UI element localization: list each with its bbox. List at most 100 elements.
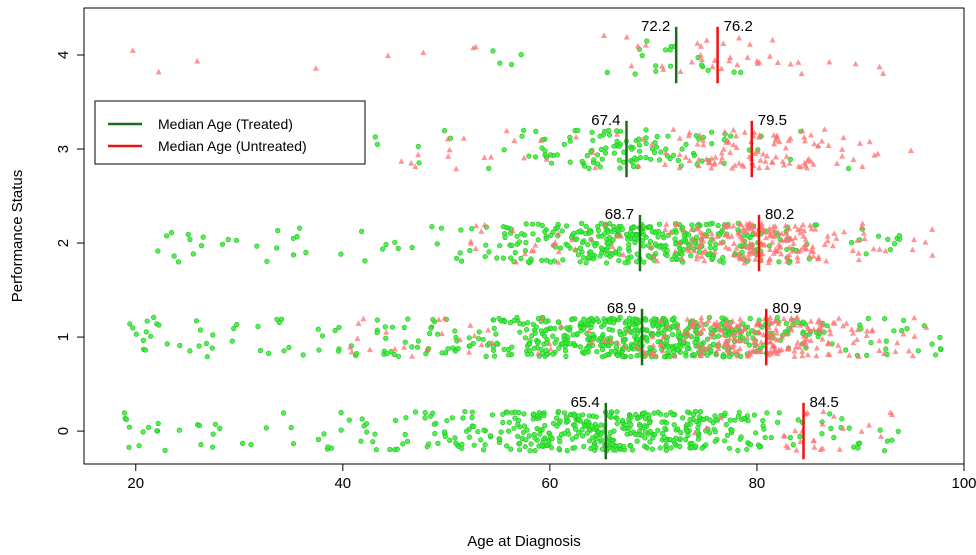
point-untreated bbox=[697, 43, 704, 49]
point-treated bbox=[705, 228, 712, 234]
point-treated bbox=[710, 255, 716, 261]
point-untreated bbox=[843, 320, 850, 326]
point-untreated bbox=[654, 257, 661, 264]
point-treated bbox=[422, 410, 428, 416]
point-treated bbox=[577, 259, 583, 265]
point-treated bbox=[248, 442, 254, 448]
point-treated bbox=[626, 416, 632, 422]
point-treated bbox=[547, 152, 554, 158]
point-treated bbox=[415, 338, 422, 344]
point-untreated bbox=[791, 321, 798, 328]
point-untreated bbox=[821, 126, 828, 132]
point-untreated bbox=[736, 160, 742, 166]
point-treated bbox=[693, 443, 699, 449]
point-untreated bbox=[929, 226, 936, 232]
point-untreated bbox=[727, 54, 734, 60]
point-treated bbox=[603, 145, 609, 151]
point-untreated bbox=[601, 337, 608, 344]
point-treated bbox=[588, 229, 594, 235]
point-untreated bbox=[696, 132, 703, 138]
point-treated bbox=[200, 234, 206, 240]
point-treated bbox=[532, 435, 538, 441]
point-untreated bbox=[696, 244, 703, 250]
point-untreated bbox=[366, 346, 373, 353]
point-untreated bbox=[697, 239, 704, 246]
point-treated bbox=[601, 322, 607, 328]
point-treated bbox=[136, 443, 142, 449]
point-treated bbox=[583, 346, 589, 352]
point-untreated bbox=[718, 327, 725, 333]
point-treated bbox=[600, 332, 606, 338]
point-untreated bbox=[635, 162, 642, 169]
point-untreated bbox=[701, 257, 708, 264]
point-untreated bbox=[758, 348, 765, 354]
point-treated bbox=[915, 348, 921, 354]
point-treated bbox=[698, 62, 705, 68]
point-treated bbox=[655, 234, 661, 240]
point-treated bbox=[409, 244, 415, 251]
point-treated bbox=[130, 325, 136, 331]
point-untreated bbox=[703, 37, 710, 43]
point-untreated bbox=[739, 235, 746, 242]
point-treated bbox=[516, 239, 523, 245]
point-treated bbox=[606, 132, 613, 138]
point-untreated bbox=[756, 132, 763, 138]
point-treated bbox=[600, 132, 607, 138]
point-treated bbox=[316, 347, 322, 353]
point-untreated bbox=[642, 351, 649, 357]
point-treated bbox=[703, 442, 709, 448]
point-treated bbox=[632, 71, 638, 77]
point-treated bbox=[709, 141, 715, 147]
point-treated bbox=[577, 245, 583, 251]
point-untreated bbox=[773, 133, 780, 140]
point-treated bbox=[652, 230, 659, 236]
point-treated bbox=[700, 416, 707, 423]
point-treated bbox=[623, 318, 630, 324]
point-treated bbox=[685, 432, 691, 439]
point-treated bbox=[588, 321, 595, 327]
point-treated bbox=[162, 447, 168, 454]
point-untreated bbox=[657, 317, 664, 323]
point-treated bbox=[507, 320, 514, 326]
point-treated bbox=[658, 149, 664, 155]
point-treated bbox=[675, 426, 681, 432]
point-treated bbox=[297, 225, 303, 231]
point-untreated bbox=[736, 345, 743, 352]
point-untreated bbox=[667, 229, 674, 235]
point-treated bbox=[584, 153, 590, 159]
point-untreated bbox=[453, 165, 460, 172]
point-untreated bbox=[858, 428, 865, 434]
point-untreated bbox=[711, 248, 718, 255]
point-untreated bbox=[840, 425, 847, 431]
point-treated bbox=[121, 410, 128, 416]
point-treated bbox=[644, 335, 650, 341]
point-untreated bbox=[398, 158, 405, 164]
point-untreated bbox=[607, 337, 614, 344]
point-treated bbox=[609, 251, 616, 257]
point-treated bbox=[526, 433, 532, 439]
point-untreated bbox=[804, 409, 811, 416]
point-treated bbox=[586, 413, 593, 419]
point-treated bbox=[828, 425, 834, 432]
point-treated bbox=[762, 434, 768, 441]
point-treated bbox=[579, 427, 585, 433]
point-untreated bbox=[800, 221, 807, 228]
point-treated bbox=[598, 422, 604, 428]
point-treated bbox=[402, 431, 408, 438]
point-untreated bbox=[740, 163, 747, 169]
point-treated bbox=[384, 351, 390, 357]
point-untreated bbox=[802, 241, 809, 247]
point-untreated bbox=[718, 149, 725, 156]
point-treated bbox=[471, 442, 477, 448]
point-treated bbox=[487, 433, 493, 439]
point-treated bbox=[500, 224, 506, 230]
point-treated bbox=[447, 437, 453, 444]
point-treated bbox=[294, 233, 300, 240]
point-untreated bbox=[694, 141, 701, 147]
point-untreated bbox=[783, 229, 790, 236]
point-treated bbox=[592, 243, 598, 249]
x-axis-label: Age at Diagnosis bbox=[467, 533, 580, 550]
point-treated bbox=[535, 237, 541, 243]
point-treated bbox=[655, 339, 661, 345]
point-treated bbox=[651, 316, 657, 322]
